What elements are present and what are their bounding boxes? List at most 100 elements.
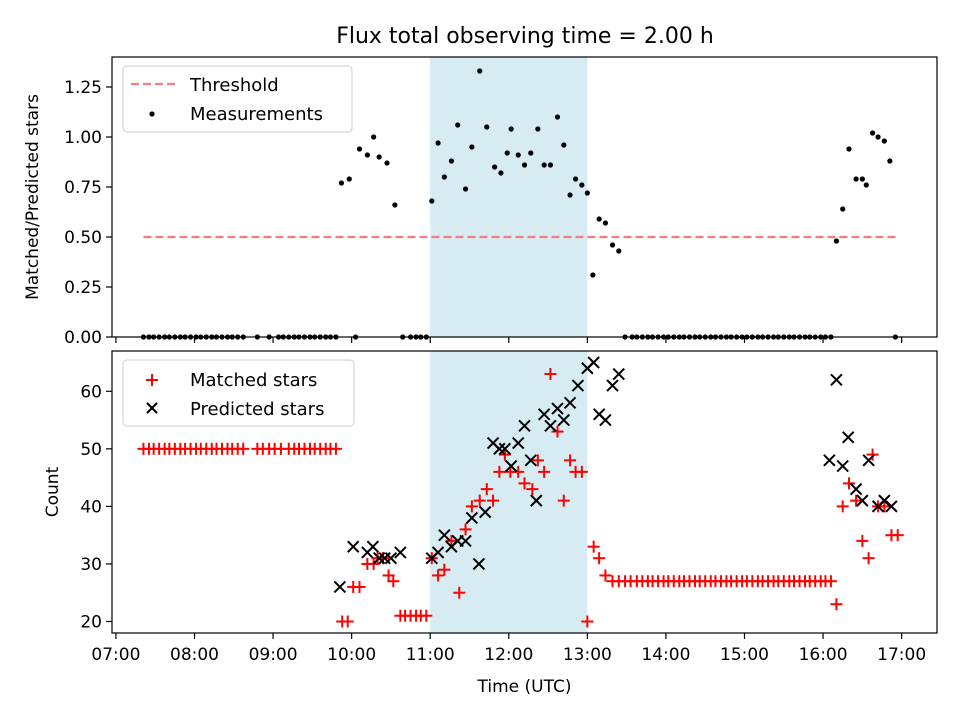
x-tick-label: 08:00 — [170, 645, 219, 665]
predicted-star-point — [563, 396, 577, 410]
predicted-star-point — [544, 419, 557, 433]
matched-star-point — [830, 598, 843, 611]
measurement-point — [528, 150, 534, 156]
measurement-point — [492, 164, 498, 170]
matched-star-point — [498, 448, 511, 461]
measurement-point — [515, 152, 521, 158]
matched-star-point — [587, 540, 600, 553]
measurement-point — [859, 176, 865, 182]
measurement-point — [356, 146, 363, 152]
x-tick-label: 10:00 — [327, 645, 376, 665]
predicted-star-point — [862, 454, 875, 467]
matched-star-point — [445, 534, 458, 547]
predicted-star-point — [885, 500, 898, 513]
predicted-star-point — [530, 494, 543, 507]
legend-box — [122, 65, 353, 133]
matched-star-point — [493, 465, 506, 478]
figure-title: Flux total observing time = 2.00 h — [336, 24, 714, 49]
measurement-point — [462, 186, 469, 192]
matched-star-point — [480, 483, 493, 496]
measurement-point — [508, 126, 514, 132]
predicted-star-point — [849, 482, 863, 496]
y-tick-label: 0.25 — [64, 278, 102, 298]
predicted-star-point — [599, 413, 612, 427]
matched-star-point — [824, 575, 837, 588]
measurement-point — [596, 216, 602, 222]
y-tick-label: 0.75 — [64, 178, 102, 198]
predicted-star-point — [587, 356, 600, 369]
legend-threshold-label: Threshold — [189, 75, 279, 96]
measurement-point — [498, 170, 504, 176]
matched-star-point — [564, 454, 577, 467]
x-tick-label: 07:00 — [91, 645, 140, 665]
predicted-star-point — [823, 454, 836, 467]
x-tick-label: 14:00 — [641, 645, 690, 665]
matched-star-point — [878, 500, 891, 513]
predicted-star-point — [465, 511, 479, 525]
measurement-point — [869, 130, 876, 136]
measurement-point — [346, 176, 352, 182]
measurement-point — [364, 152, 370, 158]
predicted-star-point — [518, 419, 531, 433]
legend-predicted-label: Predicted stars — [190, 399, 324, 420]
matched-star-point — [518, 477, 531, 490]
matched-star-point — [526, 483, 539, 496]
measurement-point — [547, 162, 554, 168]
measurement-point — [371, 134, 377, 140]
predicted-star-point — [493, 442, 506, 456]
matched-star-point — [420, 609, 433, 622]
measurement-point — [572, 176, 579, 182]
measurement-point — [484, 124, 490, 130]
predicted-star-point — [459, 534, 472, 548]
matched-star-point — [473, 494, 486, 507]
x-ticks — [115, 337, 903, 343]
matched-star-point — [593, 552, 606, 565]
matched-star-point — [329, 442, 342, 455]
matched-star-point — [538, 465, 551, 478]
predicted-star-point — [333, 580, 347, 594]
matched-star-point — [891, 529, 904, 542]
matched-star-point — [581, 615, 594, 628]
matched-star-point — [453, 586, 466, 599]
legend-measurements-swatch — [149, 111, 155, 117]
matched-star-point — [544, 368, 557, 381]
predicted-star-point — [438, 528, 451, 542]
x-tick-label: 11:00 — [406, 645, 455, 665]
legend-matched-label: Matched stars — [190, 370, 317, 391]
measurement-point — [863, 182, 869, 188]
predicted-star-point — [347, 540, 360, 553]
predicted-star-point — [557, 413, 570, 427]
matched-star-point — [850, 494, 863, 507]
y-tick-label: 50 — [80, 440, 102, 460]
predicted-star-point — [606, 379, 619, 392]
x-tick-label: 12:00 — [484, 645, 533, 665]
measurement-point — [567, 192, 573, 198]
predicted-star-point — [856, 494, 869, 507]
y-axis-label: Count — [43, 466, 63, 517]
matched-star-point — [557, 494, 570, 507]
predicted-star-point — [479, 505, 492, 519]
measurement-point — [833, 238, 840, 244]
predicted-star-point — [551, 402, 564, 415]
y-tick-label: 30 — [80, 555, 102, 575]
predicted-star-point — [830, 373, 843, 386]
measurement-point — [392, 202, 398, 208]
x-tick-label: 13:00 — [563, 645, 612, 665]
matched-star-point — [512, 465, 525, 478]
measurement-point — [609, 242, 616, 248]
legend-matched-swatch — [146, 374, 158, 386]
predicted-star-point — [431, 546, 445, 559]
matched-star-point — [465, 500, 478, 513]
y-tick-label: 1.25 — [64, 78, 102, 98]
predicted-star-points — [333, 356, 898, 594]
x-tick-label: 15:00 — [720, 645, 769, 665]
measurement-point — [435, 140, 441, 146]
matched-star-point — [551, 425, 564, 438]
x-ticks: 07:00 08:00 09:00 10:00 11:00 12:00 13:00 14:00… — [91, 633, 926, 665]
count-panel: 20 30 40 50 60 07:00 08:00 09:00 10:00 11:00 12:0… — [43, 350, 938, 697]
plot-frame — [111, 350, 938, 634]
measurement-point — [429, 198, 435, 204]
legend-measurements-label: Measurements — [190, 104, 323, 125]
highlight-span — [430, 57, 588, 337]
matched-star-point — [856, 534, 869, 547]
